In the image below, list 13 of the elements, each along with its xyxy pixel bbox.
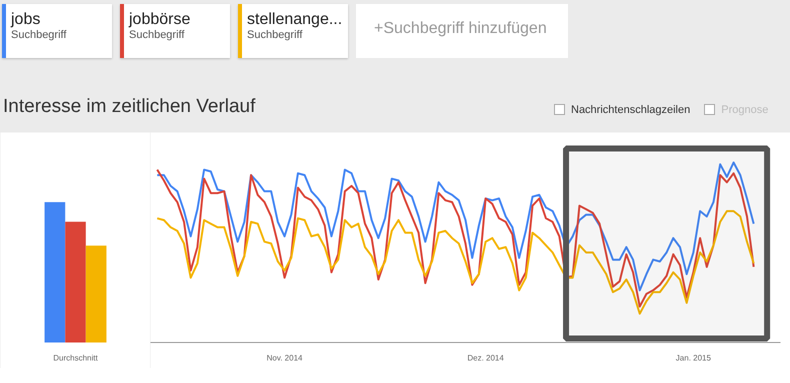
- text: Nachrichtenschlagzeilen: [571, 104, 690, 116]
- x-tick-label: Dez. 2014: [467, 354, 504, 362]
- x-tick-label: Durchschnitt: [53, 354, 99, 362]
- text: Suchbegriff: [247, 29, 304, 41]
- text: Suchbegriff: [11, 29, 66, 41]
- text: Suchbegriff: [129, 29, 186, 41]
- legend-label: stellenange...: [247, 10, 342, 29]
- legend-label: jobs: [11, 10, 42, 29]
- chart-title: Interesse im zeitlichen Verlauf: [3, 96, 256, 118]
- x-tick-label: Jan. 2015: [676, 354, 712, 362]
- x-tick-label: Nov. 2014: [266, 354, 304, 362]
- legend-label: jobbörse: [129, 10, 190, 29]
- text: +Suchbegriff hinzufügen: [356, 4, 568, 58]
